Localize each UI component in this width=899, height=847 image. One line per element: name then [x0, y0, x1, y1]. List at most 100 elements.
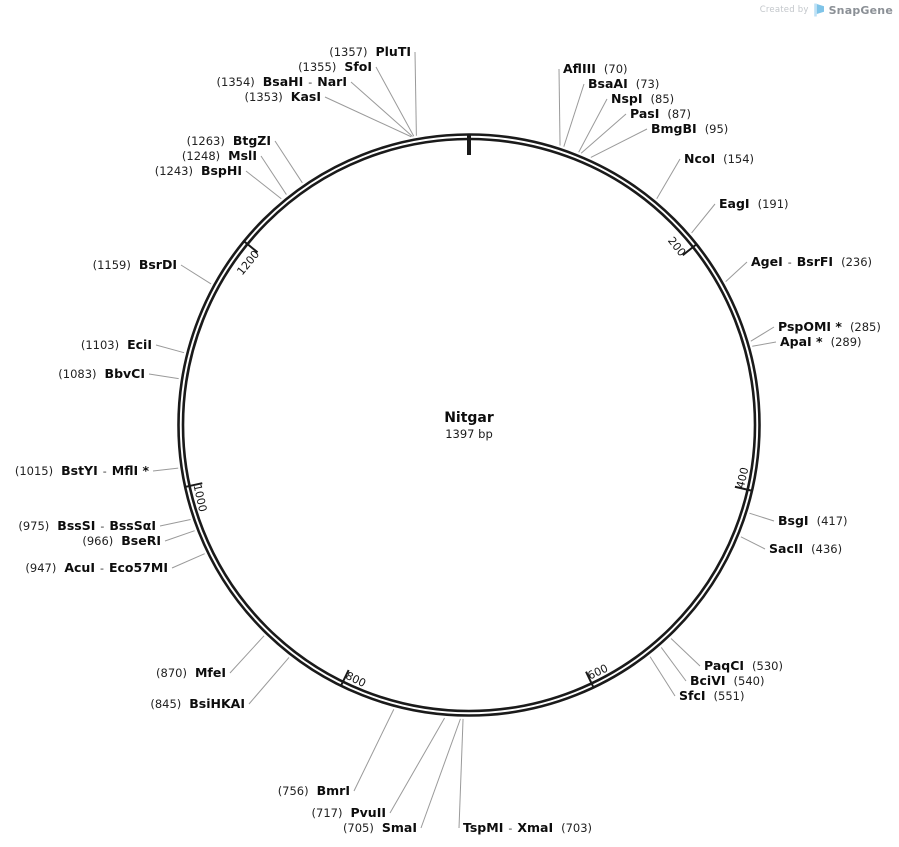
site-label-BsaHINarI[interactable]: (1354) BsaHI - NarI	[217, 74, 347, 89]
site-label-PaqCI[interactable]: PaqCI (530)	[704, 658, 783, 673]
site-label-pos: (966)	[82, 534, 113, 548]
site-label-name: BtgZI	[233, 133, 271, 148]
site-label-BmrI[interactable]: (756) BmrI	[278, 783, 350, 798]
watermark: Created by SnapGene	[760, 3, 893, 17]
site-label-pos: (1159)	[93, 258, 131, 272]
site-label-BsrDI[interactable]: (1159) BsrDI	[93, 257, 177, 272]
site-label-pos: (845)	[150, 697, 181, 711]
leader-line-BsiHKAI	[248, 657, 290, 705]
site-label-PasI[interactable]: PasI (87)	[630, 106, 691, 121]
site-label-name: AflIII	[563, 61, 596, 76]
site-label-EagI[interactable]: EagI (191)	[719, 196, 789, 211]
site-label-PluTI[interactable]: (1357) PluTI	[329, 44, 411, 59]
site-label-pos: (1355)	[298, 60, 336, 74]
site-label-pos: (70)	[604, 62, 628, 76]
site-label-name: SfcI	[679, 688, 706, 703]
leader-line-BsaAI	[563, 83, 585, 147]
scale-tick-1200	[243, 240, 259, 254]
watermark-created-by-label: Created by	[759, 5, 809, 15]
site-label-name: SfoI	[344, 59, 372, 74]
site-label-name: BsiHKAI	[189, 696, 245, 711]
site-label-name: BsrDI	[139, 257, 177, 272]
leader-line-EagI	[691, 203, 716, 234]
site-label-EciI[interactable]: (1103) EciI	[81, 337, 152, 352]
leader-line-SfoI	[375, 66, 415, 137]
site-label-BmgBI[interactable]: BmgBI (95)	[651, 121, 728, 136]
site-label-name: BbvCI	[105, 366, 145, 381]
site-label-PspOMI[interactable]: PspOMI * (285)	[778, 319, 881, 334]
site-label-BsiHKAI[interactable]: (845) BsiHKAI	[150, 696, 245, 711]
scale-tick-200	[682, 243, 697, 256]
site-label-TspMIXmaI[interactable]: TspMI - XmaI (703)	[463, 820, 592, 835]
site-label-pos: (1248)	[182, 149, 220, 163]
scale-tick-400	[734, 485, 752, 492]
site-label-name: BmgBI	[651, 121, 697, 136]
leader-line-BsgI	[749, 512, 775, 522]
site-label-name: SacII	[769, 541, 803, 556]
leader-line-AgeIBsrFI	[725, 261, 748, 283]
site-label-BbvCI[interactable]: (1083) BbvCI	[58, 366, 145, 381]
site-label-pos: (1243)	[155, 164, 193, 178]
site-label-name: MflI *	[112, 463, 150, 478]
plasmid-name: Nitgar	[444, 410, 494, 426]
site-label-name: BseRI	[121, 533, 161, 548]
site-label-pos: (154)	[723, 152, 754, 166]
site-label-sep: -	[100, 562, 104, 575]
site-label-pos: (87)	[667, 107, 691, 121]
site-label-PvuII[interactable]: (717) PvuII	[312, 805, 386, 820]
site-label-name: EagI	[719, 196, 750, 211]
site-label-name: BmrI	[317, 783, 350, 798]
site-label-name: BssSI	[57, 518, 95, 533]
leader-line-SfcI	[649, 656, 676, 697]
leader-line-BstYIMflI	[152, 467, 179, 472]
site-label-BsgI[interactable]: BsgI (417)	[778, 513, 848, 528]
site-label-pos: (1103)	[81, 338, 119, 352]
site-label-sep: -	[508, 822, 512, 835]
site-label-AflIII[interactable]: AflIII (70)	[563, 61, 628, 76]
site-label-AgeIBsrFI[interactable]: AgeI - BsrFI (236)	[751, 254, 872, 269]
site-label-pos: (975)	[18, 519, 49, 533]
scale-tick-label-1200: 1200	[234, 248, 262, 278]
site-label-pos: (870)	[156, 666, 187, 680]
site-label-BtgZI[interactable]: (1263) BtgZI	[187, 133, 271, 148]
site-label-SmaI[interactable]: (705) SmaI	[343, 820, 417, 835]
site-label-NspI[interactable]: NspI (85)	[611, 91, 674, 106]
site-label-name: NcoI	[684, 151, 715, 166]
leader-line-KasI	[324, 96, 412, 138]
site-label-sep: -	[788, 256, 792, 269]
leader-line-TspMIXmaI	[458, 718, 464, 829]
site-label-sep: -	[308, 76, 312, 89]
site-label-name: BsgI	[778, 513, 809, 528]
site-label-name: BsaAI	[588, 76, 628, 91]
site-label-BstYIMflI[interactable]: (1015) BstYI - MflI *	[15, 463, 150, 478]
site-label-name: MslI	[228, 148, 257, 163]
site-label-AcuIEco57MI[interactable]: (947) AcuI - Eco57MI	[25, 560, 168, 575]
site-label-MfeI[interactable]: (870) MfeI	[156, 665, 226, 680]
leader-line-NspI	[578, 98, 608, 153]
site-label-ApaI[interactable]: ApaI * (289)	[780, 334, 862, 349]
scale-tick-1000	[185, 482, 203, 488]
site-label-SfcI[interactable]: SfcI (551)	[679, 688, 744, 703]
site-label-MslI[interactable]: (1248) MslI	[182, 148, 257, 163]
leader-line-PspOMI	[750, 326, 775, 342]
site-label-pos: (436)	[811, 542, 842, 556]
site-label-name: ApaI *	[780, 334, 823, 349]
site-label-BspHI[interactable]: (1243) BspHI	[155, 163, 242, 178]
site-label-KasI[interactable]: (1353) KasI	[245, 89, 321, 104]
site-label-name: NarI	[317, 74, 347, 89]
site-label-pos: (236)	[841, 255, 872, 269]
site-label-SacII[interactable]: SacII (436)	[769, 541, 842, 556]
site-label-BseRI[interactable]: (966) BseRI	[82, 533, 161, 548]
site-label-name: PasI	[630, 106, 659, 121]
site-label-name: BstYI	[61, 463, 98, 478]
site-label-BsaAI[interactable]: BsaAI (73)	[588, 76, 659, 91]
site-label-BciVI[interactable]: BciVI (540)	[690, 673, 764, 688]
site-label-BssSIBssSI[interactable]: (975) BssSI - BssSαI	[18, 518, 156, 533]
site-label-name: NspI	[611, 91, 643, 106]
site-label-sep: -	[100, 520, 104, 533]
leader-line-BsaHINarI	[350, 81, 413, 137]
site-label-SfoI[interactable]: (1355) SfoI	[298, 59, 372, 74]
site-label-NcoI[interactable]: NcoI (154)	[684, 151, 754, 166]
